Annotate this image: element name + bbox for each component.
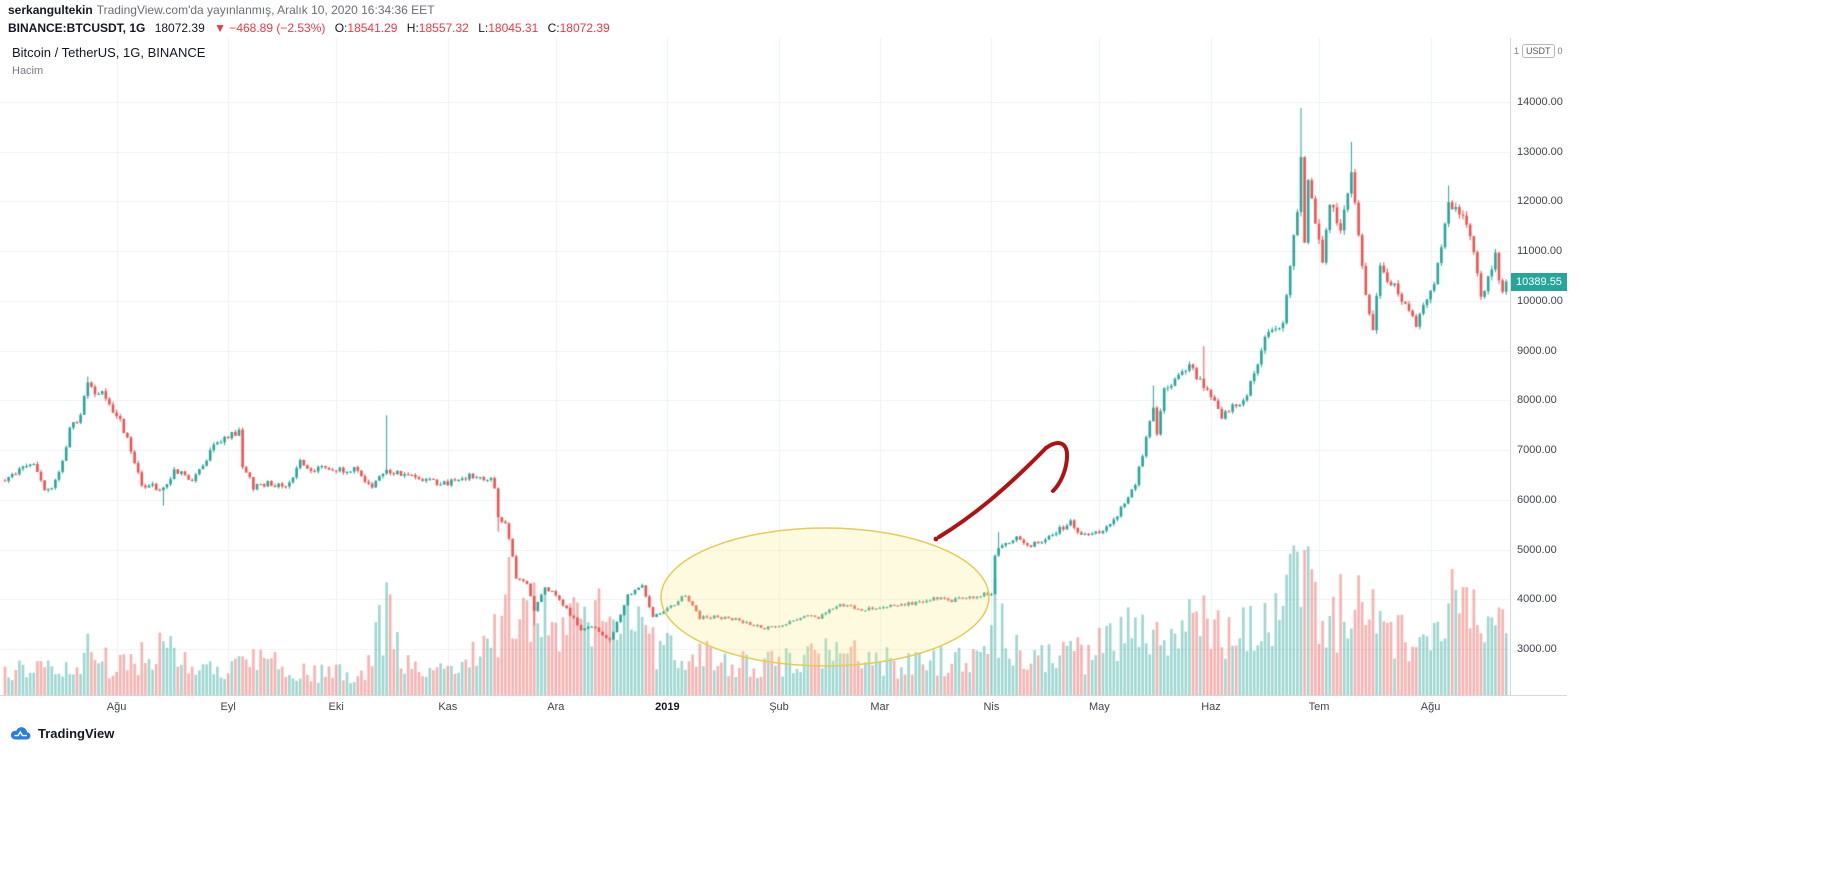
price-axis-label: 13000.00: [1517, 145, 1563, 158]
chart-legend: Bitcoin / TetherUS, 1G, BINANCE Hacim: [12, 45, 205, 77]
high-label: H:: [406, 21, 419, 35]
price-axis-label: 9000.00: [1517, 344, 1557, 357]
snapshot-header: serkangultekin TradingView.com'da yayınla…: [8, 3, 616, 35]
price-axis-label: 6000.00: [1517, 493, 1557, 506]
price-axis-label: 5000.00: [1517, 543, 1557, 556]
price-axis-label: 8000.00: [1517, 394, 1557, 407]
tradingview-branding[interactable]: TradingView: [10, 726, 114, 741]
open-value: 18541.29: [347, 21, 398, 35]
time-axis-label: Eyl: [220, 701, 236, 713]
close-value: 18072.39: [559, 21, 610, 35]
price-axis-label: 14000.00: [1517, 96, 1563, 108]
time-axis-label: Tem: [1308, 701, 1330, 713]
time-axis-label: Eki: [328, 701, 344, 713]
low-value: 18045.31: [488, 21, 539, 35]
time-axis-label: May: [1089, 701, 1110, 713]
price-axis-label: 4000.00: [1517, 593, 1557, 606]
time-axis-label: Ağu: [106, 701, 127, 713]
volume-indicator-label[interactable]: Hacim: [12, 65, 44, 77]
chart-title[interactable]: Bitcoin / TetherUS, 1G, BINANCE: [12, 45, 206, 60]
price-axis-label: 7000.00: [1517, 444, 1557, 457]
close-label: C:: [547, 21, 560, 35]
low-label: L:: [478, 21, 489, 35]
price-axis-label: 3000.00: [1517, 643, 1557, 655]
time-axis-label: Şub: [769, 701, 789, 713]
publish-info: TradingView.com'da yayınlanmış, Aralık 1…: [96, 3, 435, 17]
current-price-badge: 10389.55: [1511, 272, 1567, 291]
axis-unit-right: 0: [1557, 46, 1563, 56]
price-axis-label: 10000.00: [1517, 294, 1563, 307]
last-price: 18072.39: [154, 21, 205, 35]
tradingview-cloud-icon: [10, 727, 31, 740]
axis-unit-left: 1: [1514, 46, 1520, 56]
tradingview-brand-text: TradingView: [38, 726, 115, 741]
chart-area: Bitcoin / TetherUS, 1G, BINANCE Hacim 1 …: [0, 38, 1567, 719]
price-change: ▼ −468.89 (−2.53%): [214, 21, 326, 35]
time-axis-label: Nis: [983, 701, 1000, 713]
price-axis-label: 12000.00: [1517, 195, 1563, 208]
symbol-title: BINANCE:BTCUSDT, 1G: [8, 21, 146, 35]
time-axis-label: Ara: [547, 701, 565, 713]
candlestick-chart-canvas[interactable]: [0, 38, 1510, 695]
price-axis-label: 11000.00: [1517, 245, 1563, 258]
time-axis-label: Mar: [870, 701, 890, 713]
time-axis-label: Haz: [1201, 701, 1221, 713]
time-axis-label: Kas: [438, 701, 458, 713]
open-label: O:: [334, 21, 348, 35]
currency-toggle[interactable]: USDT: [1522, 44, 1555, 58]
axis-unit-controls: 1 USDT 0: [1514, 44, 1563, 58]
price-axis[interactable]: 1 USDT 0 10389.55 14000.00 13000.00 12000.…: [1510, 38, 1567, 695]
time-axis[interactable]: Ağu Eyl Eki Kas Ara 2019 Şub Mar Nis May Haz Tem Ağu: [0, 695, 1567, 719]
time-axis-label: 2019: [655, 701, 680, 713]
publish-line: serkangultekin TradingView.com'da yayınla…: [8, 3, 616, 17]
high-value: 18557.32: [418, 21, 469, 35]
author-name: serkangultekin: [8, 3, 93, 17]
quote-line: BINANCE:BTCUSDT, 1G 18072.39 ▼ −468.89 (…: [8, 21, 616, 35]
time-axis-label: Ağu: [1420, 701, 1441, 713]
